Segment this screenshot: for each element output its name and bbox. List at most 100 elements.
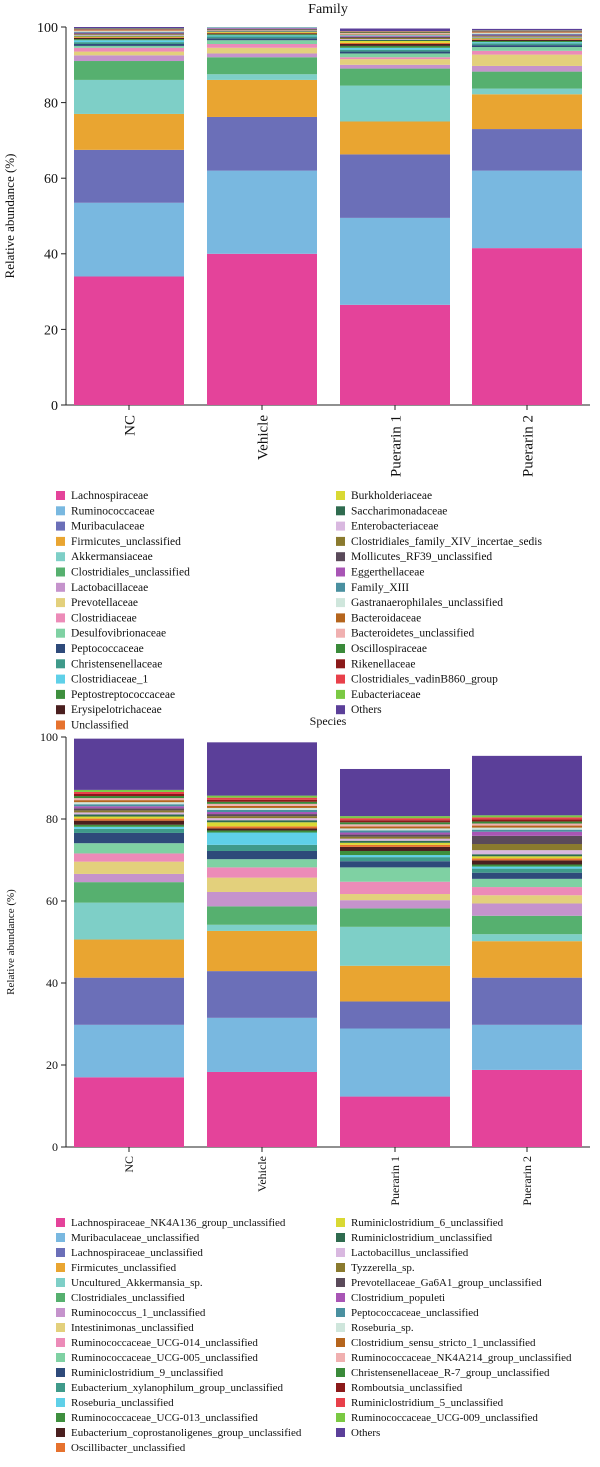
species-legend-swatch [336, 1308, 345, 1317]
species-bar-segment [472, 858, 582, 860]
family-bar-segment [74, 27, 184, 29]
family-x-tick-label: Puerarin 1 [388, 415, 404, 477]
species-bar-segment [340, 1097, 450, 1147]
species-bar-segment [340, 816, 450, 818]
family-legend-swatch [336, 659, 345, 668]
species-bar-segment [74, 843, 184, 853]
species-bar-segment [207, 808, 317, 810]
species-legend-label: Others [351, 1427, 380, 1439]
species-bar-segment [207, 742, 317, 795]
family-legend-swatch [336, 644, 345, 653]
species-legend-label: Ruminococcaceae_UCG-009_unclassified [351, 1412, 538, 1424]
species-legend-label: Intestinimonas_unclassified [71, 1322, 194, 1334]
species-bar-segment [340, 1001, 450, 1028]
species-bar-segment [472, 879, 582, 887]
family-bar-segment [74, 30, 184, 31]
family-bar-segment [207, 36, 317, 38]
species-legend-swatch [336, 1383, 345, 1392]
species-bar-segment [207, 971, 317, 1018]
family-bar-segment [207, 30, 317, 31]
family-bar-segment [74, 52, 184, 56]
species-legend-label: Ruminiclostridium_9_unclassified [71, 1367, 224, 1379]
family-y-tick-label: 40 [44, 248, 58, 263]
species-bar-segment [340, 855, 450, 857]
species-y-tick-label: 40 [46, 976, 58, 990]
family-bar-segment [472, 39, 582, 40]
family-bar-segment [340, 48, 450, 50]
family-bar-segment [74, 42, 184, 44]
family-bar-segment [74, 39, 184, 40]
species-legend-label: Roseburia_sp. [351, 1322, 414, 1334]
family-legend-label: Rikenellaceae [351, 658, 416, 670]
species-legend-swatch [336, 1293, 345, 1302]
family-bar-segment [74, 276, 184, 405]
family-legend-label: Lactobacillaceae [71, 582, 148, 594]
species-x-tick-label: NC [122, 1156, 136, 1173]
species-chart-title: Species [310, 714, 347, 728]
family-y-tick-label: 20 [44, 323, 58, 338]
family-bar-segment [472, 41, 582, 42]
species-bar-segment [340, 818, 450, 820]
species-bar-segment [207, 931, 317, 971]
family-bar-segment [207, 40, 317, 44]
family-bar-segment [340, 218, 450, 305]
family-legend-swatch [56, 705, 65, 714]
species-bar-segment [74, 882, 184, 903]
family-bar-segment [74, 37, 184, 38]
species-legend-label: Ruminiclostridium_5_unclassified [351, 1397, 504, 1409]
species-bar-segment [340, 851, 450, 855]
species-bar-segment [340, 882, 450, 894]
family-bar-segment [340, 53, 450, 57]
family-legend-swatch [336, 522, 345, 531]
family-legend-label: Eubacteriaceae [351, 689, 421, 701]
family-bar-segment [74, 150, 184, 203]
family-bar-segment [207, 254, 317, 405]
species-bar-segment [74, 804, 184, 806]
species-bar-segment [207, 818, 317, 820]
species-bar-segment [340, 867, 450, 881]
species-bar-segment [340, 908, 450, 926]
family-bar-segment [74, 36, 184, 37]
family-bar-segment [74, 44, 184, 46]
family-bar-segment [207, 30, 317, 31]
species-legend-swatch [336, 1353, 345, 1362]
species-bar-segment [340, 841, 450, 843]
family-legend-swatch [336, 705, 345, 714]
family-bar-segment [472, 42, 582, 43]
species-bar-segment [472, 850, 582, 854]
species-y-tick-label: 100 [40, 730, 58, 744]
family-bar-segment [472, 47, 582, 51]
family-bar-segment [472, 72, 582, 89]
family-bar-segment [340, 52, 450, 54]
species-legend-label: Oscillibacter_unclassified [71, 1442, 186, 1454]
species-bar-segment [207, 906, 317, 924]
species-bar-segment [74, 1025, 184, 1077]
family-bar-segment [472, 34, 582, 35]
family-legend-label: Bacteroidetes_unclassified [351, 628, 475, 640]
family-y-tick-label: 100 [37, 21, 58, 36]
species-bar-segment [340, 826, 450, 828]
species-bar-segment [340, 828, 450, 830]
species-bar-segment [472, 856, 582, 858]
species-bar-segment [340, 835, 450, 837]
species-legend-label: Ruminococcaceae_NK4A214_group_unclassifi… [351, 1352, 572, 1364]
family-bar-segment [340, 36, 450, 37]
species-bar-segment [74, 814, 184, 816]
species-bar-segment [207, 845, 317, 851]
species-legend-label: Eubacterium_coprostanoligenes_group_uncl… [71, 1427, 302, 1439]
species-bar-segment [340, 837, 450, 839]
species-bar-segment [207, 798, 317, 800]
family-legend-swatch [336, 690, 345, 699]
species-bar-segment [472, 887, 582, 895]
family-bar-segment [472, 40, 582, 41]
family-bar-segment [74, 32, 184, 33]
species-legend-label: Roseburia_unclassified [71, 1397, 174, 1409]
family-bar-segment [340, 122, 450, 155]
species-legend-label: Prevotellaceae_Ga6A1_group_unclassified [351, 1277, 542, 1289]
family-bar-segment [472, 35, 582, 36]
species-legend-swatch [336, 1398, 345, 1407]
species-bar-segment [207, 1072, 317, 1147]
family-bar-segment [74, 34, 184, 35]
species-legend-swatch [56, 1428, 65, 1437]
